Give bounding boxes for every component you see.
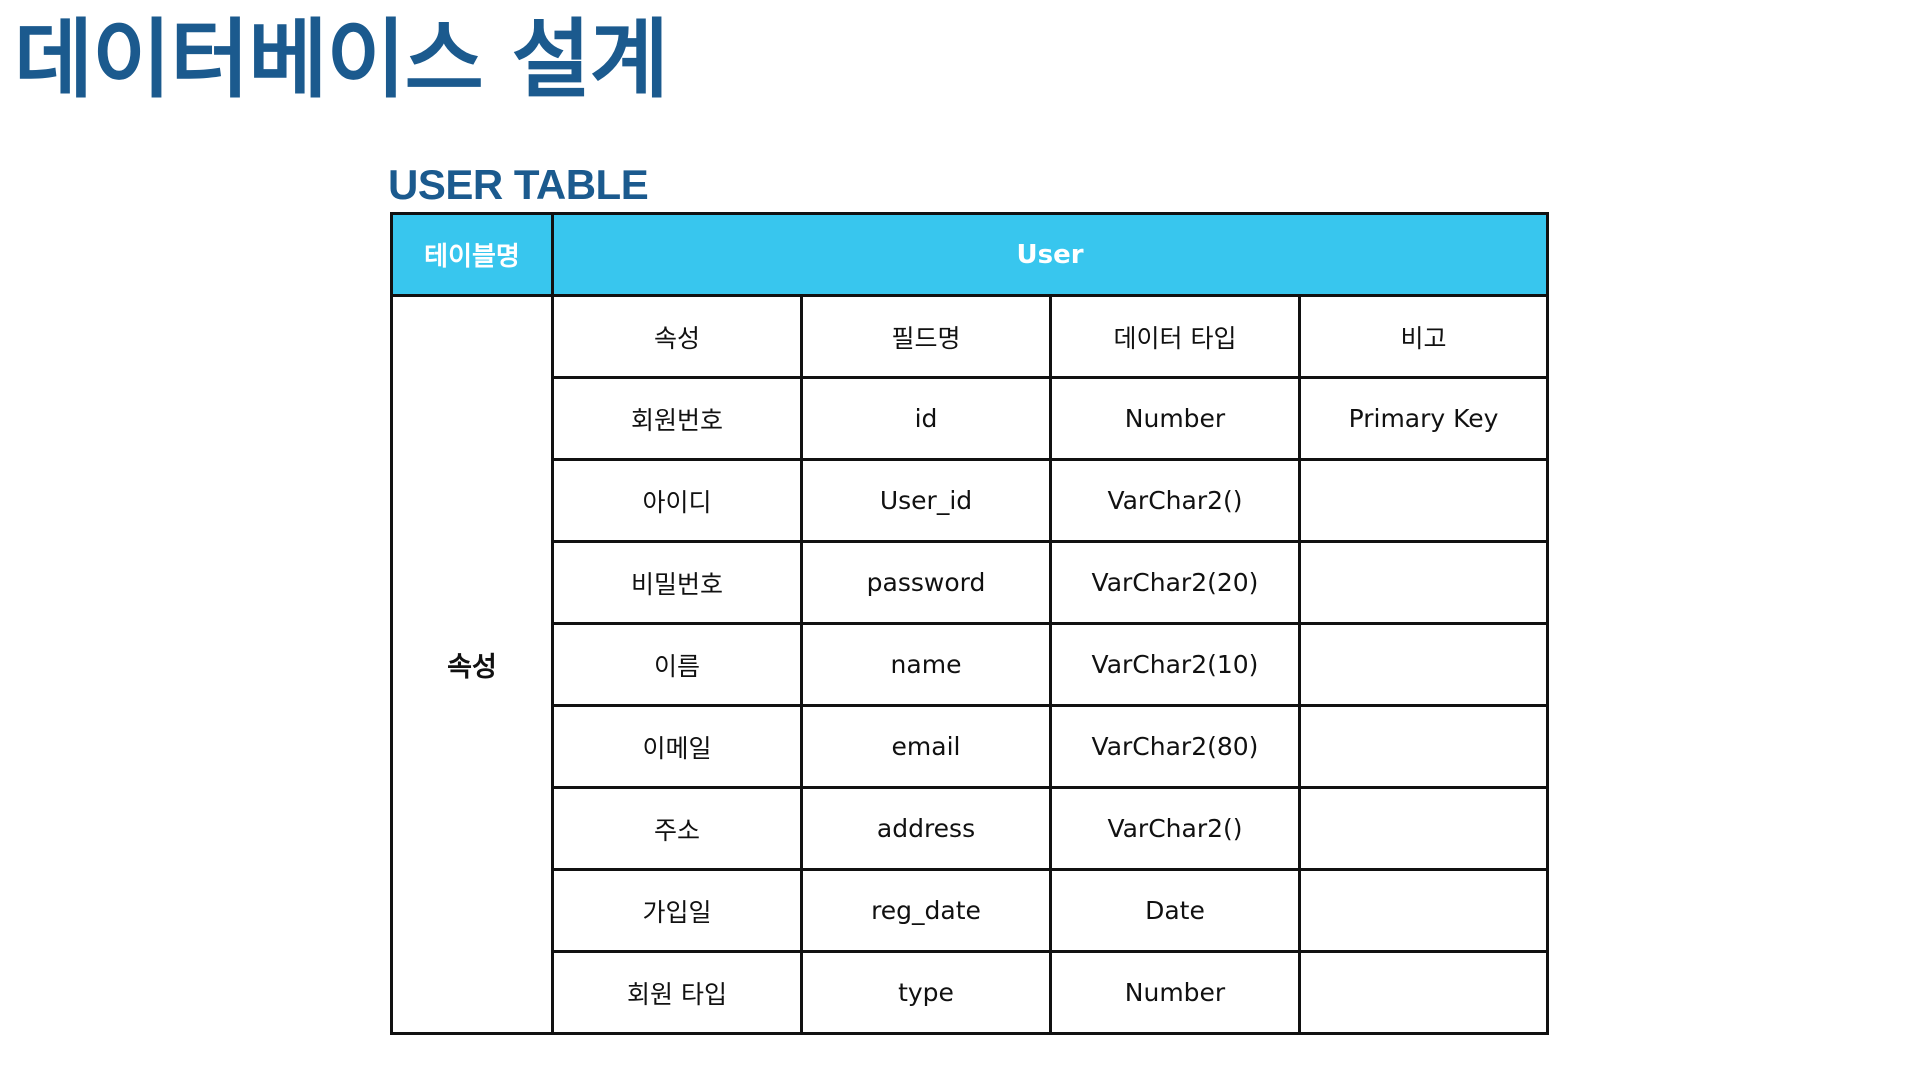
data-type-cell: Number xyxy=(1049,376,1301,461)
data-type-cell: Date xyxy=(1049,868,1301,953)
attribute-cell: 이메일 xyxy=(551,704,803,789)
field-name-cell: name xyxy=(800,622,1052,707)
table-row: 아이디 User_id VarChar2() xyxy=(392,458,1550,543)
table-row: 이메일 email VarChar2(80) xyxy=(392,704,1550,789)
field-name-cell: address xyxy=(800,786,1052,871)
column-header-note: 비고 xyxy=(1297,294,1550,379)
note-cell: Primary Key xyxy=(1297,376,1550,461)
section-title: USER TABLE xyxy=(388,161,649,208)
table-header-row: 테이블명 User xyxy=(390,212,1550,297)
column-header-data-type: 데이터 타입 xyxy=(1049,294,1301,379)
column-header-attribute: 속성 xyxy=(551,294,803,379)
column-header-field-name: 필드명 xyxy=(800,294,1052,379)
attribute-cell: 회원 타입 xyxy=(551,950,803,1035)
data-type-cell: VarChar2() xyxy=(1049,458,1301,543)
table-row: 회원 타입 type Number xyxy=(392,950,1550,1035)
field-name-cell: reg_date xyxy=(800,868,1052,953)
note-cell xyxy=(1297,704,1550,789)
note-cell xyxy=(1297,868,1550,953)
note-cell xyxy=(1297,540,1550,625)
field-name-cell: password xyxy=(800,540,1052,625)
attribute-cell: 회원번호 xyxy=(551,376,803,461)
table-row: 이름 name VarChar2(10) xyxy=(392,622,1550,707)
field-name-cell: User_id xyxy=(800,458,1052,543)
note-cell xyxy=(1297,786,1550,871)
field-name-cell: id xyxy=(800,376,1052,461)
note-cell xyxy=(1297,950,1550,1035)
data-type-cell: Number xyxy=(1049,950,1301,1035)
data-type-cell: VarChar2(20) xyxy=(1049,540,1301,625)
note-cell xyxy=(1297,458,1550,543)
note-cell xyxy=(1297,622,1550,707)
attribute-cell: 주소 xyxy=(551,786,803,871)
page-title: 데이터베이스 설계 xyxy=(14,10,669,110)
attribute-group-label: 속성 xyxy=(390,294,554,1035)
table-name-label: 테이블명 xyxy=(390,212,554,297)
table-row: 주소 address VarChar2() xyxy=(392,786,1550,871)
attribute-cell: 가입일 xyxy=(551,868,803,953)
table-name-value: User xyxy=(550,212,1550,297)
data-type-cell: VarChar2(80) xyxy=(1049,704,1301,789)
attribute-cell: 이름 xyxy=(551,622,803,707)
attribute-cell: 비밀번호 xyxy=(551,540,803,625)
data-type-cell: VarChar2() xyxy=(1049,786,1301,871)
data-type-cell: VarChar2(10) xyxy=(1049,622,1301,707)
field-name-cell: email xyxy=(800,704,1052,789)
column-header-row: 속성 속성 필드명 데이터 타입 비고 xyxy=(390,294,1550,1035)
table-row: 회원번호 id Number Primary Key xyxy=(392,376,1550,461)
user-table: 테이블명 User 속성 속성 필드명 데이터 타입 비고 회원번호 id Nu… xyxy=(390,212,1550,1035)
table-row: 가입일 reg_date Date xyxy=(392,868,1550,953)
table-row: 비밀번호 password VarChar2(20) xyxy=(392,540,1550,625)
attribute-cell: 아이디 xyxy=(551,458,803,543)
field-name-cell: type xyxy=(800,950,1052,1035)
